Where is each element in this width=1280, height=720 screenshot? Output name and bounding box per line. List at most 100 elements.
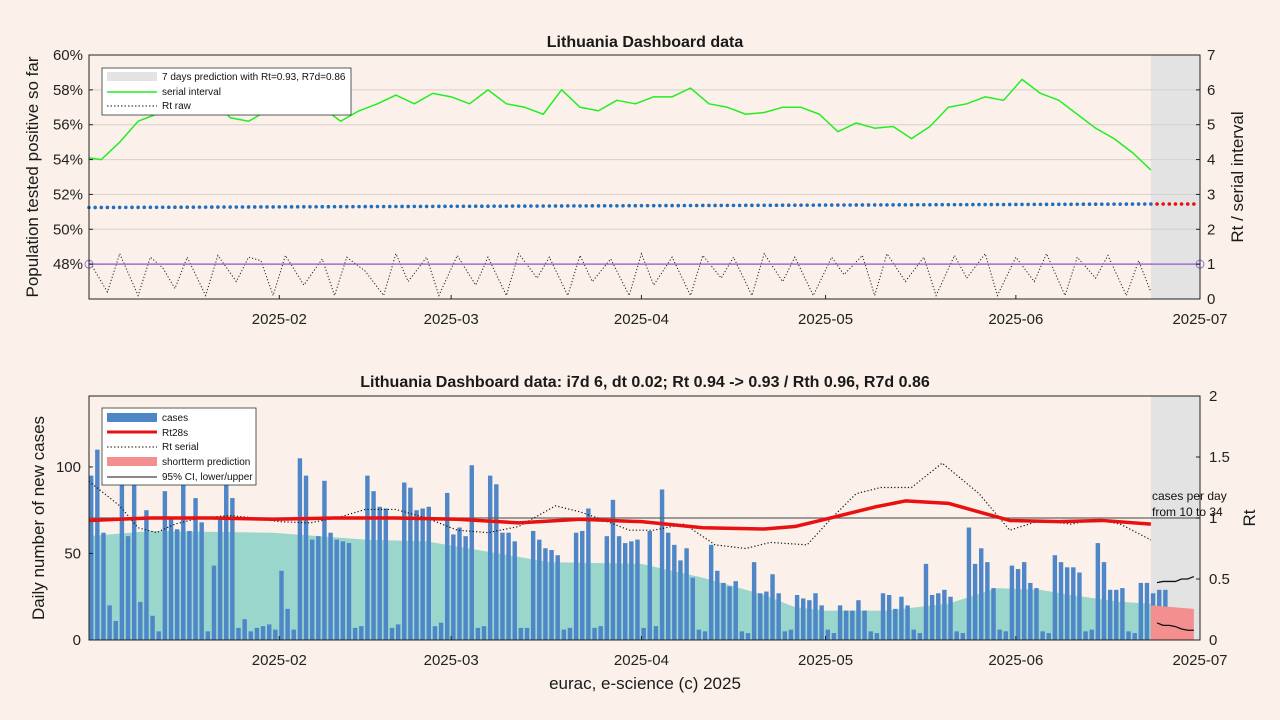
y-left-tick-label: 54% — [53, 152, 83, 169]
case-bar — [991, 588, 996, 640]
population-point — [1124, 202, 1129, 206]
population-point — [289, 205, 294, 209]
population-point — [639, 203, 644, 208]
case-bar — [862, 610, 867, 640]
prediction-point — [1185, 202, 1190, 206]
population-point — [848, 203, 852, 207]
y-right-tick-label: 2 — [1207, 221, 1215, 238]
case-bar — [905, 605, 910, 640]
case-bar — [1101, 562, 1107, 640]
population-point — [498, 204, 503, 208]
population-point — [934, 202, 938, 207]
population-point — [209, 205, 214, 209]
population-point — [909, 203, 914, 207]
case-bar — [432, 626, 438, 640]
case-bar — [543, 548, 548, 640]
case-bar — [727, 586, 732, 640]
population-point — [1007, 202, 1012, 207]
population-point — [314, 204, 318, 209]
population-point — [332, 204, 337, 209]
case-bar — [445, 492, 450, 640]
case-bar — [837, 605, 843, 640]
bottom-legend: cases Rt28s Rt serial shortterm predicti… — [101, 407, 257, 486]
population-point — [430, 204, 435, 209]
legend-shortterm-label: shortterm prediction — [162, 457, 250, 468]
population-point — [786, 203, 791, 208]
x-tick-label: 2025-04 — [614, 652, 669, 669]
case-bar — [334, 539, 339, 640]
population-point — [424, 204, 429, 209]
y-left-tick-label: 100 — [56, 459, 81, 476]
population-point — [1081, 202, 1086, 207]
population-point — [351, 204, 355, 209]
population-point — [467, 204, 472, 209]
case-bar — [708, 544, 714, 640]
population-point — [879, 203, 883, 207]
population-point — [958, 202, 963, 207]
case-bar — [524, 627, 530, 640]
case-bar — [506, 532, 511, 640]
case-bar — [168, 518, 174, 640]
population-point — [1057, 202, 1061, 207]
case-bar — [322, 480, 327, 640]
population-point — [197, 205, 202, 209]
population-point — [449, 204, 453, 209]
case-bar — [567, 627, 573, 640]
population-point — [1050, 202, 1055, 207]
population-point — [461, 204, 466, 209]
x-tick-label: 2025-06 — [988, 652, 1043, 669]
case-bar — [260, 626, 266, 640]
case-bar — [801, 598, 806, 640]
population-point — [240, 205, 245, 209]
case-bar — [1021, 562, 1027, 640]
population-point — [774, 203, 779, 208]
case-bar — [702, 631, 708, 640]
population-point — [259, 205, 263, 209]
x-tick-label: 2025-03 — [424, 652, 479, 669]
case-bar — [715, 570, 720, 640]
case-bar — [733, 581, 738, 640]
population-point — [872, 203, 877, 207]
population-point — [664, 203, 668, 208]
case-bar — [500, 532, 505, 640]
population-point — [124, 205, 128, 210]
population-point — [130, 205, 134, 210]
population-point — [971, 202, 975, 207]
bottom-y-left-axis: 0 50 100 — [56, 459, 93, 649]
case-bar — [966, 527, 972, 640]
case-bar — [948, 596, 953, 640]
cases-per-day-annotation: cases per day — [1152, 489, 1227, 503]
case-bar — [1138, 582, 1144, 640]
y-left-tick-label: 56% — [53, 117, 83, 134]
y-right-tick-label: 1 — [1207, 256, 1215, 273]
case-bar — [813, 593, 818, 640]
case-bar — [659, 489, 665, 640]
population-point — [615, 203, 619, 208]
case-bar — [395, 624, 401, 640]
case-bar — [850, 610, 855, 640]
population-point — [1038, 202, 1043, 207]
case-bar — [979, 548, 984, 640]
case-bar — [880, 593, 886, 640]
y-left-tick-label: 52% — [53, 186, 83, 203]
case-bar — [936, 593, 941, 640]
case-bar — [285, 608, 290, 640]
prediction-point — [1173, 202, 1178, 206]
case-bar — [316, 536, 321, 640]
population-point — [995, 202, 1000, 207]
case-bar — [205, 631, 211, 640]
case-bar — [512, 541, 517, 640]
case-bar — [641, 627, 646, 640]
population-point — [645, 203, 650, 208]
population-point — [394, 204, 398, 209]
case-bar — [254, 627, 260, 640]
case-bar — [1015, 569, 1021, 640]
y-right-tick-label: 2 — [1209, 388, 1217, 405]
case-bar — [119, 470, 125, 640]
case-bar — [156, 631, 161, 640]
population-point — [590, 204, 595, 208]
population-point — [688, 203, 693, 208]
population-point — [737, 203, 742, 208]
population-point — [437, 204, 441, 209]
case-bar — [917, 633, 923, 640]
